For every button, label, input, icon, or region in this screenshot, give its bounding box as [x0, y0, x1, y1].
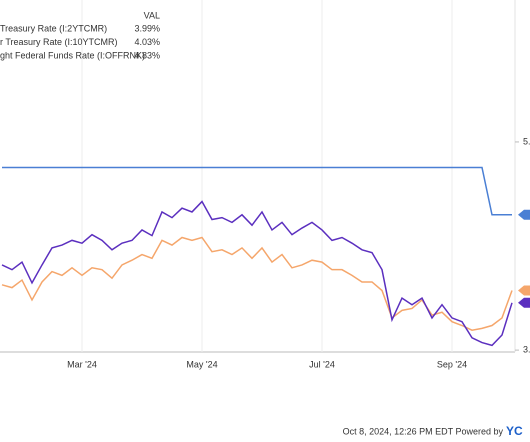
x-tick-label: May '24 [186, 359, 217, 369]
legend-value: 3.99% [134, 23, 160, 33]
footer: Oct 8, 2024, 12:26 PM EDT Powered by [343, 426, 504, 436]
end-tag [518, 297, 530, 308]
y-tick-label: 3. [523, 344, 530, 354]
legend-value: 4.83% [134, 50, 160, 60]
end-tag [518, 285, 530, 296]
legend-name: r Treasury Rate (I:10YTCMR) [0, 37, 118, 47]
legend-name: ght Federal Funds Rate (I:OFFRNK) [0, 50, 145, 60]
legend-header: VAL [144, 10, 160, 20]
legend-name: Treasury Rate (I:2YTCMR) [0, 23, 107, 33]
series-line [2, 166, 512, 216]
x-tick-label: Mar '24 [67, 359, 97, 369]
logo: YC [506, 424, 523, 438]
x-tick-label: Sep '24 [437, 359, 467, 369]
series-line [1, 236, 513, 332]
end-tag [518, 209, 530, 220]
y-tick-label: 5. [523, 136, 530, 146]
legend-value: 4.03% [134, 37, 160, 47]
x-tick-label: Jul '24 [309, 359, 335, 369]
series-line [1, 200, 513, 347]
